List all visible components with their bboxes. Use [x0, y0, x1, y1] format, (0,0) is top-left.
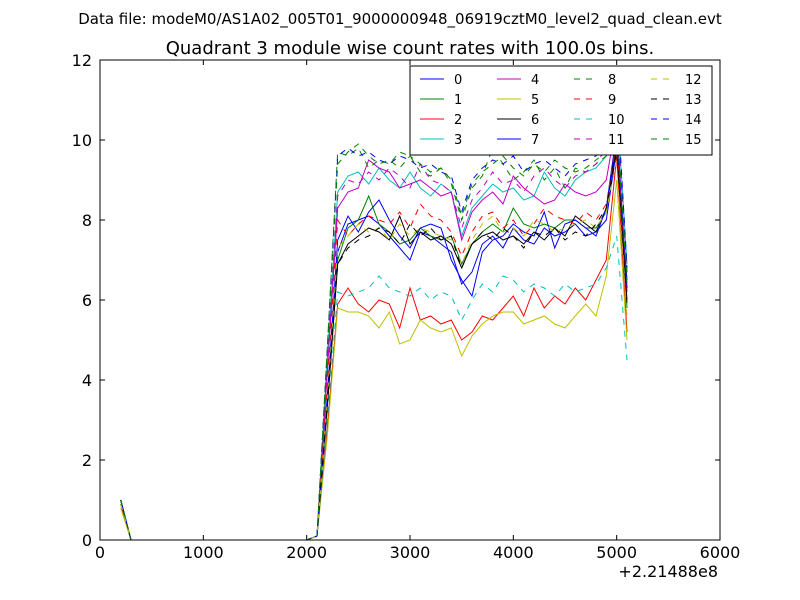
legend-label-1: 1	[454, 93, 462, 108]
legend-label-6: 6	[531, 113, 539, 128]
legend-label-10: 10	[608, 113, 625, 128]
legend-label-11: 11	[608, 133, 625, 148]
x-tick-label-6000: 6000	[700, 543, 741, 562]
x-tick-label-4000: 4000	[493, 543, 534, 562]
legend-label-3: 3	[454, 133, 462, 148]
y-tick-label-8: 8	[82, 211, 92, 230]
legend-label-9: 9	[608, 93, 616, 108]
legend-label-4: 4	[531, 73, 539, 88]
legend-label-12: 12	[685, 73, 702, 88]
series-line-14	[120, 87, 628, 541]
y-tick-label-0: 0	[82, 531, 92, 550]
y-tick-label-2: 2	[82, 451, 92, 470]
series-line-15	[120, 115, 628, 541]
legend-label-15: 15	[685, 133, 702, 148]
x-tick-label-2000: 2000	[286, 543, 327, 562]
legend-label-2: 2	[454, 113, 462, 128]
series-line-11	[120, 99, 628, 541]
x-tick-label-1000: 1000	[183, 543, 224, 562]
y-tick-label-4: 4	[82, 371, 92, 390]
legend-label-7: 7	[531, 133, 539, 148]
legend-label-8: 8	[608, 73, 616, 88]
x-tick-label-5000: 5000	[596, 543, 637, 562]
chart-title: Quadrant 3 module wise count rates with …	[166, 38, 655, 59]
y-tick-label-12: 12	[72, 51, 92, 70]
suptitle: Data file: modeM0/AS1A02_005T01_90000009…	[78, 10, 722, 29]
legend-label-0: 0	[454, 73, 462, 88]
x-tick-label-0: 0	[95, 543, 105, 562]
x-offset-label: +2.21488e8	[618, 562, 718, 581]
y-tick-label-6: 6	[82, 291, 92, 310]
legend-label-13: 13	[685, 93, 702, 108]
legend-label-14: 14	[685, 113, 702, 128]
legend-box	[409, 65, 713, 156]
x-tick-label-3000: 3000	[390, 543, 431, 562]
legend-label-5: 5	[531, 93, 539, 108]
y-tick-label-10: 10	[72, 131, 92, 150]
